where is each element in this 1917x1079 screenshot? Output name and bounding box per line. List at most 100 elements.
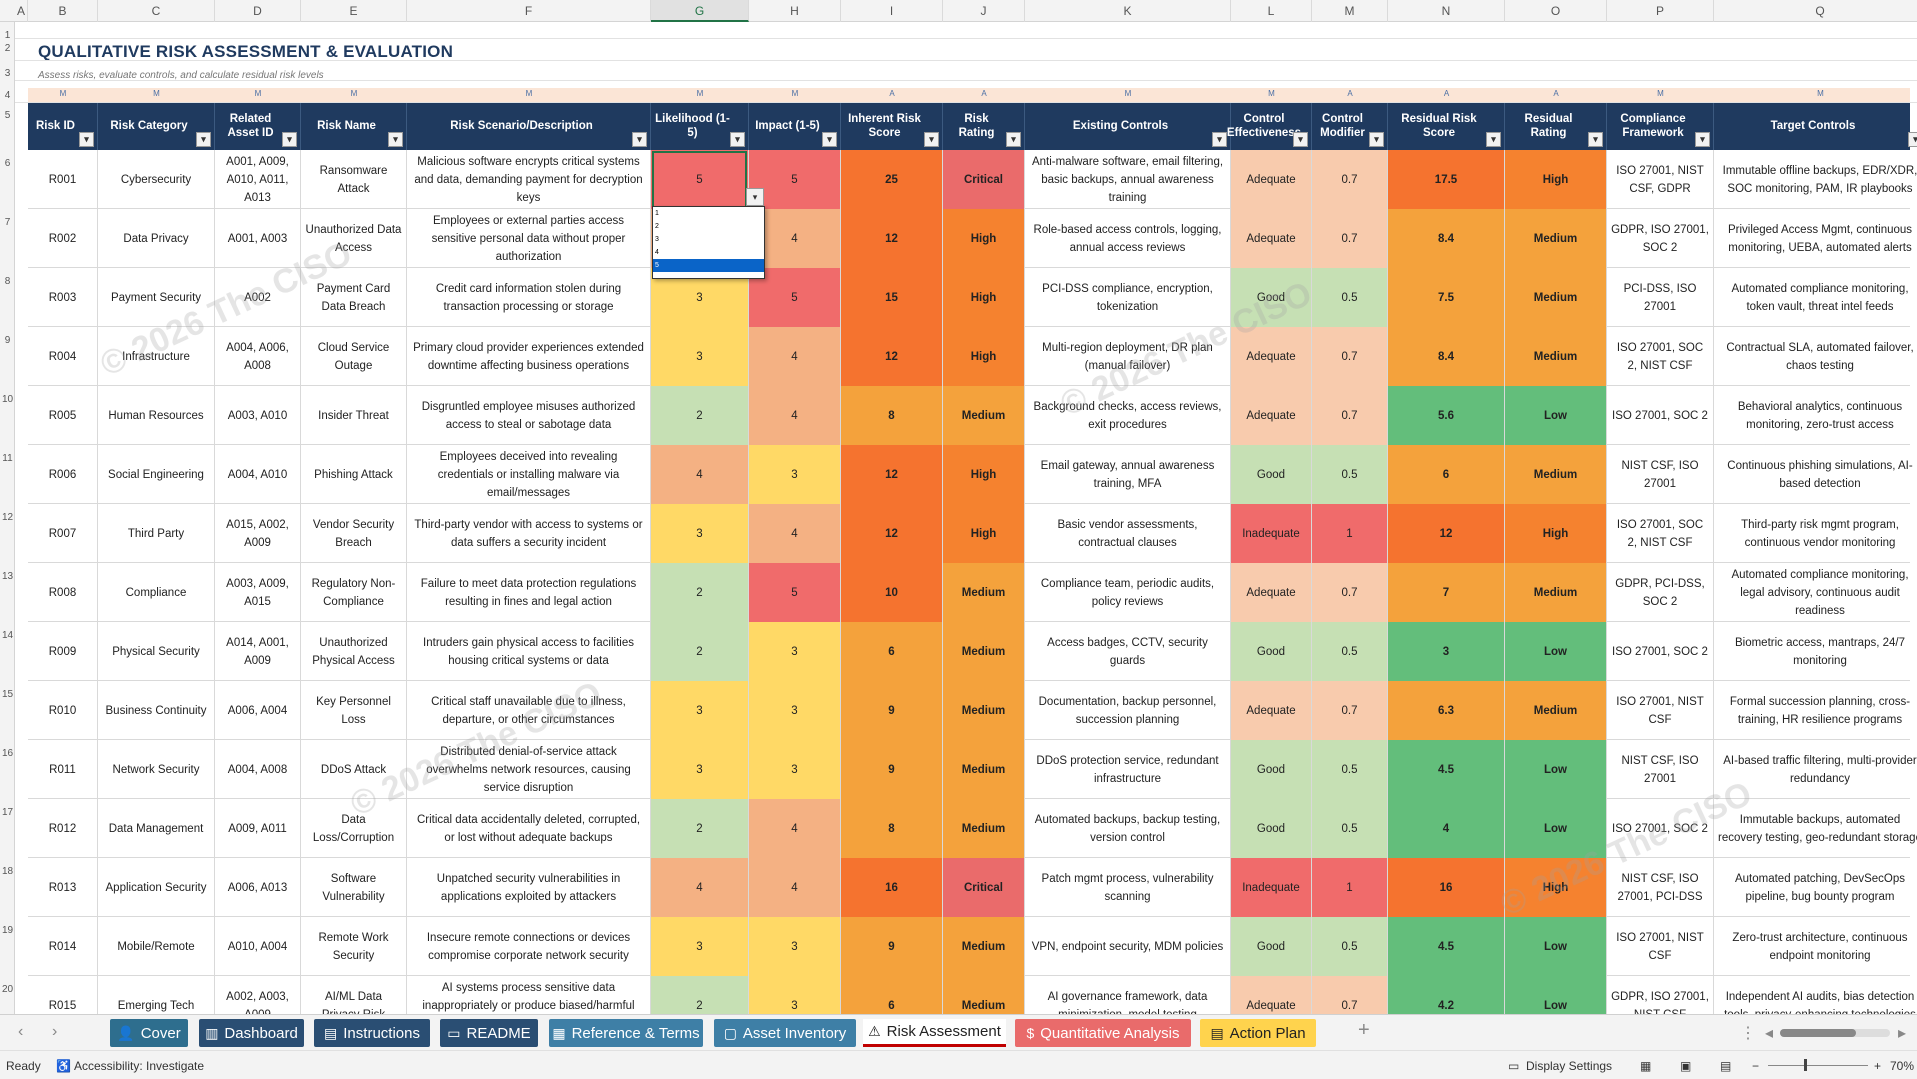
table-cell[interactable]: 3 <box>651 740 749 799</box>
filter-dropdown-icon[interactable]: ▾ <box>196 132 211 147</box>
table-cell[interactable]: Good <box>1231 445 1312 504</box>
scrollbar-thumb[interactable] <box>1780 1029 1856 1037</box>
row-number[interactable]: 7 <box>4 217 11 228</box>
zoom-in-icon[interactable]: + <box>1874 1059 1882 1073</box>
scroll-right-icon[interactable]: ▸ <box>1898 1025 1907 1042</box>
table-cell[interactable]: 5 <box>749 150 841 209</box>
dropdown-option[interactable]: 1 <box>655 210 659 217</box>
row-number[interactable]: 9 <box>4 335 11 346</box>
filter-dropdown-icon[interactable]: ▾ <box>1006 132 1021 147</box>
table-cell[interactable]: 4 <box>651 445 749 504</box>
tab-quantitative-analysis[interactable]: $ Quantitative Analysis <box>1015 1019 1191 1047</box>
table-cell[interactable]: 3 <box>651 681 749 740</box>
display-settings[interactable]: Display Settings <box>1526 1059 1613 1073</box>
row-number[interactable]: 4 <box>4 90 11 101</box>
row-number[interactable]: 6 <box>4 158 11 169</box>
column-letter[interactable]: K <box>1025 0 1231 22</box>
row-number[interactable]: 19 <box>1 925 14 936</box>
filter-dropdown-icon[interactable]: ▾ <box>282 132 297 147</box>
dropdown-option[interactable]: 2 <box>655 223 659 230</box>
table-cell[interactable]: Adequate <box>1231 976 1312 1014</box>
column-letter[interactable]: F <box>407 0 651 22</box>
column-letter[interactable]: H <box>749 0 841 22</box>
prev-sheet-icon[interactable]: ‹ <box>18 1023 24 1040</box>
table-cell[interactable]: Adequate <box>1231 386 1312 445</box>
column-letter[interactable]: E <box>301 0 407 22</box>
table-cell[interactable]: Good <box>1231 799 1312 858</box>
table-cell[interactable]: 2 <box>651 622 749 681</box>
table-cell[interactable]: 4 <box>749 327 841 386</box>
dropdown-arrow-icon[interactable]: ▾ <box>746 188 764 206</box>
filter-dropdown-icon[interactable]: ▾ <box>1588 132 1603 147</box>
table-cell[interactable]: 3 <box>749 917 841 976</box>
selected-cell[interactable] <box>652 151 747 208</box>
tab-dashboard[interactable]: ▥ Dashboard <box>199 1019 304 1047</box>
row-number[interactable]: 11 <box>2 453 13 464</box>
column-letter[interactable]: M <box>1312 0 1388 22</box>
row-number[interactable]: 12 <box>1 512 14 523</box>
row-number[interactable]: 16 <box>1 748 14 759</box>
filter-dropdown-icon[interactable]: ▾ <box>1293 132 1308 147</box>
table-cell[interactable]: 4 <box>749 858 841 917</box>
tab-instructions[interactable]: ▤ Instructions <box>314 1019 430 1047</box>
filter-dropdown-icon[interactable]: ▾ <box>388 132 403 147</box>
table-cell[interactable]: 5 <box>749 563 841 622</box>
table-cell[interactable]: 4 <box>749 799 841 858</box>
page-break-icon[interactable]: ▤ <box>1720 1059 1732 1073</box>
filter-dropdown-icon[interactable]: ▾ <box>79 132 94 147</box>
column-letter[interactable]: Q <box>1714 0 1917 22</box>
table-cell[interactable]: 3 <box>749 445 841 504</box>
filter-dropdown-icon[interactable]: ▾ <box>1908 132 1917 147</box>
more-options-icon[interactable]: ⋮ <box>1740 1025 1756 1042</box>
add-sheet-button[interactable]: + <box>1358 1019 1370 1041</box>
zoom-thumb[interactable] <box>1804 1059 1807 1071</box>
tab-reference-terms[interactable]: ▦ Reference & Terms <box>549 1019 703 1047</box>
zoom-slider[interactable] <box>1768 1059 1868 1071</box>
tab-action-plan[interactable]: ▤ Action Plan <box>1200 1019 1316 1047</box>
column-letter[interactable]: I <box>841 0 943 22</box>
column-letter[interactable]: G <box>651 0 749 22</box>
row-number[interactable]: 3 <box>4 68 11 79</box>
accessibility-icon[interactable]: ♿ <box>56 1059 71 1073</box>
table-cell[interactable]: Adequate <box>1231 150 1312 209</box>
row-number[interactable]: 20 <box>1 984 14 995</box>
table-cell[interactable]: 3 <box>749 681 841 740</box>
table-cell[interactable]: 3 <box>651 504 749 563</box>
normal-view-icon[interactable]: ▦ <box>1640 1059 1652 1073</box>
table-cell[interactable]: 4 <box>749 386 841 445</box>
scroll-left-icon[interactable]: ◂ <box>1765 1025 1774 1042</box>
row-number[interactable]: 1 <box>4 30 11 41</box>
row-headers[interactable]: 1 2 3 4 5 6 7 8 9 10 11 12 13 14 15 16 17 18 19 20 <box>0 22 15 1014</box>
zoom-level[interactable]: 70% <box>1890 1059 1915 1073</box>
tab-cover[interactable]: 👤 Cover <box>110 1019 188 1047</box>
row-number[interactable]: 17 <box>1 807 14 818</box>
likelihood-dropdown-list[interactable]: 1 2 3 4 5 <box>652 206 765 279</box>
table-cell[interactable]: Adequate <box>1231 209 1312 268</box>
table-cell[interactable]: Inadequate <box>1231 858 1312 917</box>
table-cell[interactable]: 3 <box>749 976 841 1014</box>
table-cell[interactable]: Adequate <box>1231 327 1312 386</box>
table-cell[interactable]: Good <box>1231 917 1312 976</box>
filter-dropdown-icon[interactable]: ▾ <box>1486 132 1501 147</box>
table-cell[interactable]: 3 <box>749 622 841 681</box>
display-settings-icon[interactable]: ▭ <box>1508 1059 1520 1073</box>
column-letter[interactable]: P <box>1607 0 1714 22</box>
row-number[interactable]: 5 <box>4 110 11 121</box>
dropdown-option[interactable]: 5 <box>653 259 764 272</box>
table-cell[interactable]: Good <box>1231 740 1312 799</box>
column-letter[interactable]: C <box>98 0 215 22</box>
table-cell[interactable]: 4 <box>749 504 841 563</box>
row-number[interactable]: 2 <box>4 43 11 54</box>
table-cell[interactable]: 2 <box>651 799 749 858</box>
accessibility-status[interactable]: Accessibility: Investigate <box>74 1059 205 1073</box>
table-cell[interactable]: Good <box>1231 622 1312 681</box>
column-letter[interactable]: N <box>1388 0 1505 22</box>
table-cell[interactable]: 2 <box>651 563 749 622</box>
table-cell[interactable]: 3 <box>749 740 841 799</box>
table-cell[interactable]: 2 <box>651 386 749 445</box>
horizontal-scrollbar[interactable] <box>1780 1029 1890 1037</box>
dropdown-option[interactable]: 4 <box>655 249 659 256</box>
tab-readme[interactable]: ▭ README <box>440 1019 538 1047</box>
row-number[interactable]: 18 <box>1 866 14 877</box>
